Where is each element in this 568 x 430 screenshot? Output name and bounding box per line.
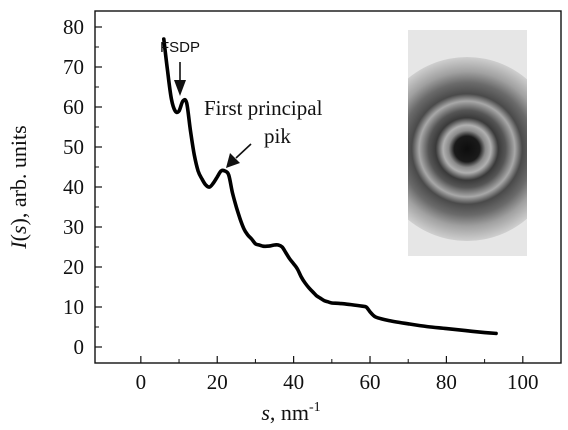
x-tick-label: 60: [360, 370, 381, 394]
series-layer: [162, 37, 498, 336]
y-tick-label: 10: [63, 295, 84, 319]
y-tick-label: 20: [63, 255, 84, 279]
series-line-0: [162, 37, 498, 336]
x-tick-label: 40: [283, 370, 304, 394]
y-tick-label: 60: [63, 95, 84, 119]
fsdp-arrow: [174, 62, 186, 96]
axis-ticks: [95, 26, 524, 363]
y-tick-label: 0: [74, 335, 85, 359]
x-tick-label: 20: [207, 370, 228, 394]
annotation-first-principal: First principal: [204, 96, 323, 120]
y-tick-label: 80: [63, 15, 84, 39]
first-principal-arrow: [226, 143, 252, 168]
y-tick-label: 30: [63, 215, 84, 239]
x-tick-label: 0: [136, 370, 147, 394]
x-tick-label: 80: [436, 370, 457, 394]
y-tick-label: 50: [63, 135, 84, 159]
diffraction-pattern-inset: [408, 30, 527, 256]
y-axis-title: I(s), arb. units: [6, 125, 31, 249]
x-tick-label: 100: [507, 370, 539, 394]
annotation-fsdp: FSDP: [160, 39, 200, 56]
axis-tick-labels: 0 20 40 60 80 100 0 10 20 30 40 50 60 70 80: [63, 15, 539, 394]
annotation-first-principal-line2: pik: [264, 124, 291, 148]
y-tick-label: 70: [63, 55, 84, 79]
y-tick-label: 40: [63, 175, 84, 199]
x-axis-title: s, nm-1: [261, 400, 320, 425]
